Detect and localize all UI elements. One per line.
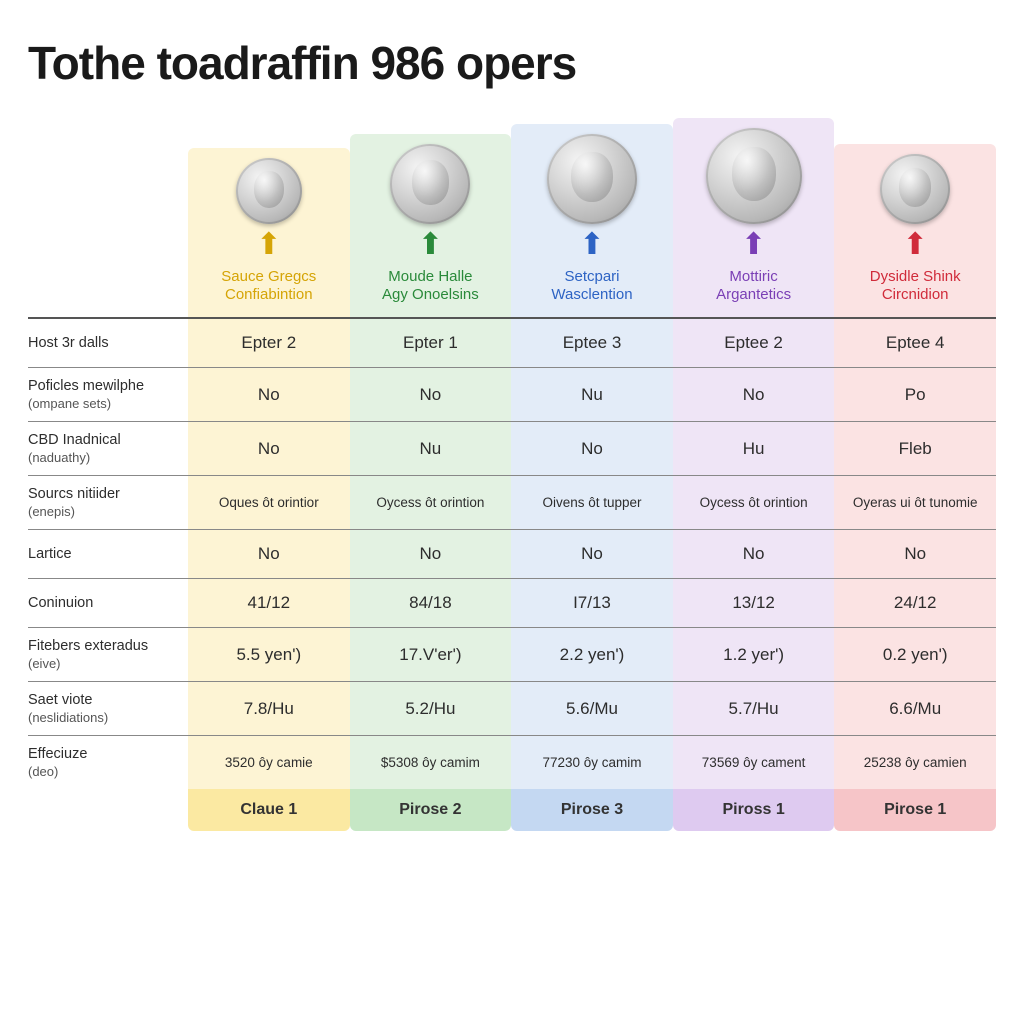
table-row: Effeciuze(deo)3520 ôy camie$5308 ôy cami… <box>28 735 996 789</box>
coin-icon <box>880 154 950 224</box>
row-label: Host 3r dalls <box>28 319 188 367</box>
footer-cell: Piross 1 <box>673 789 835 831</box>
table-cell: 5.5 yen') <box>188 628 350 681</box>
table-cell: Oivens ôt tupper <box>511 476 673 529</box>
table-cell: No <box>673 368 835 421</box>
row-label: Lartice <box>28 530 188 578</box>
table-cell: No <box>511 530 673 578</box>
table-cell: 0.2 yen') <box>834 628 996 681</box>
table-cell: No <box>350 368 512 421</box>
table-cell: 2.2 yen') <box>511 628 673 681</box>
table-row: Saet viote(neslidiations)7.8/Hu5.2/Hu5.6… <box>28 681 996 735</box>
coin-icon <box>390 144 470 224</box>
table-cell: 77230 ôy camim <box>511 736 673 789</box>
table-cell: Nu <box>511 368 673 421</box>
up-arrow-icon: ⬆ <box>741 230 766 260</box>
footer-cell: Pirose 3 <box>511 789 673 831</box>
footer-cell: Pirose 1 <box>834 789 996 831</box>
table-cell: No <box>511 422 673 475</box>
table-cell: No <box>350 530 512 578</box>
table-cell: Epter 1 <box>350 319 512 367</box>
table-row: Fitebers exteradus(eive)5.5 yen')17.V'er… <box>28 627 996 681</box>
table-cell: 6.6/Mu <box>834 682 996 735</box>
table-cell: 5.7/Hu <box>673 682 835 735</box>
table-cell: No <box>188 422 350 475</box>
footer-row: Claue 1Pirose 2Pirose 3Piross 1Pirose 1 <box>28 789 996 831</box>
table-cell: Fleb <box>834 422 996 475</box>
table-cell: No <box>188 530 350 578</box>
table-row: Host 3r dallsEpter 2Epter 1Eptee 3Eptee … <box>28 317 996 367</box>
up-arrow-icon: ⬆ <box>579 230 604 260</box>
row-label: Sourcs nitiider(enepis) <box>28 476 188 529</box>
row-label: CBD Inadnical(naduathy) <box>28 422 188 475</box>
table-cell: No <box>673 530 835 578</box>
row-label: Poficles mewilphe(ompane sets) <box>28 368 188 421</box>
table-cell: 13/12 <box>673 579 835 627</box>
column-title: SetcpariWasclention <box>547 264 636 311</box>
table-cell: 5.6/Mu <box>511 682 673 735</box>
table-cell: 5.2/Hu <box>350 682 512 735</box>
table-cell: Oycess ôt orintion <box>350 476 512 529</box>
row-label: Saet viote(neslidiations) <box>28 682 188 735</box>
table-cell: Epter 2 <box>188 319 350 367</box>
column-header: ⬆ Sauce GregcsConfiabintion <box>188 148 350 317</box>
column-headers: ⬆ Sauce GregcsConfiabintion ⬆ Moude HalleAg… <box>28 118 996 317</box>
row-label: Coninuion <box>28 579 188 627</box>
table-cell: No <box>834 530 996 578</box>
footer-cell: Claue 1 <box>188 789 350 831</box>
table-cell: 7.8/Hu <box>188 682 350 735</box>
table-cell: I7/13 <box>511 579 673 627</box>
table-cell: Po <box>834 368 996 421</box>
table-cell: 25238 ôy camien <box>834 736 996 789</box>
table-cell: Hu <box>673 422 835 475</box>
row-label: Effeciuze(deo) <box>28 736 188 789</box>
up-arrow-icon: ⬆ <box>903 230 928 260</box>
table-cell: Oycess ôt orintion <box>673 476 835 529</box>
table-cell: 3520 ôy camie <box>188 736 350 789</box>
table-cell: Oques ôt orintior <box>188 476 350 529</box>
table-cell: 1.2 yer') <box>673 628 835 681</box>
table-cell: 24/12 <box>834 579 996 627</box>
column-title: Dysidle ShinkCircnidion <box>866 264 965 311</box>
column-header: ⬆ Dysidle ShinkCircnidion <box>834 144 996 317</box>
table-row: Coninuion41/1284/18I7/1313/1224/12 <box>28 578 996 627</box>
table-cell: 17.V'er') <box>350 628 512 681</box>
table-cell: Eptee 3 <box>511 319 673 367</box>
up-arrow-icon: ⬆ <box>256 230 281 260</box>
coin-icon <box>547 134 637 224</box>
comparison-table: ⬆ Sauce GregcsConfiabintion ⬆ Moude HalleAg… <box>28 118 996 831</box>
table-row: LarticeNoNoNoNoNo <box>28 529 996 578</box>
coin-icon <box>236 158 302 224</box>
column-title: Sauce GregcsConfiabintion <box>217 264 320 311</box>
column-header: ⬆ MottiricArgantetics <box>673 118 835 317</box>
table-row: Poficles mewilphe(ompane sets)NoNoNuNoPo <box>28 367 996 421</box>
column-header: ⬆ Moude HalleAgy Onoelsins <box>350 134 512 317</box>
column-title: MottiricArgantetics <box>712 264 795 311</box>
column-title: Moude HalleAgy Onoelsins <box>378 264 483 311</box>
table-cell: $5308 ôy camim <box>350 736 512 789</box>
table-cell: 73569 ôy cament <box>673 736 835 789</box>
table-cell: 41/12 <box>188 579 350 627</box>
table-row: CBD Inadnical(naduathy)NoNuNoHuFleb <box>28 421 996 475</box>
column-header: ⬆ SetcpariWasclention <box>511 124 673 317</box>
footer-cell: Pirose 2 <box>350 789 512 831</box>
page-title: Tothe toadraffin 986 opers <box>28 36 996 90</box>
row-label: Fitebers exteradus(eive) <box>28 628 188 681</box>
table-row: Sourcs nitiider(enepis)Oques ôt orintior… <box>28 475 996 529</box>
table-cell: Eptee 2 <box>673 319 835 367</box>
table-cell: Oyeras ui ôt tunomie <box>834 476 996 529</box>
table-cell: Eptee 4 <box>834 319 996 367</box>
table-cell: Nu <box>350 422 512 475</box>
table-cell: No <box>188 368 350 421</box>
up-arrow-icon: ⬆ <box>418 230 443 260</box>
coin-icon <box>706 128 802 224</box>
table-cell: 84/18 <box>350 579 512 627</box>
